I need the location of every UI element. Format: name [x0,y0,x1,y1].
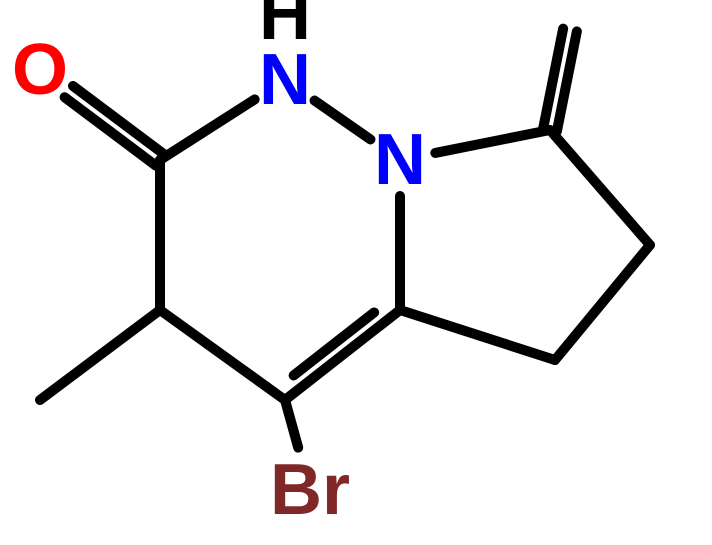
atom-label-o: O [12,30,68,110]
bonds-group [40,29,650,448]
bond [435,130,550,153]
bond [555,245,650,360]
atom-label-n: N [374,120,426,200]
molecule-diagram: ONHNBr [0,0,712,545]
bond [285,400,298,448]
bond [65,97,156,165]
bond [315,101,371,140]
bond [400,310,555,360]
atom-label-br: Br [270,450,350,530]
bond [40,310,160,400]
bond [160,310,285,400]
bond [160,99,255,160]
atom-label-h: H [259,0,311,55]
bond [285,310,400,400]
bond [550,130,650,245]
atom-labels-group: ONHNBr [12,0,426,530]
bond [73,86,164,154]
